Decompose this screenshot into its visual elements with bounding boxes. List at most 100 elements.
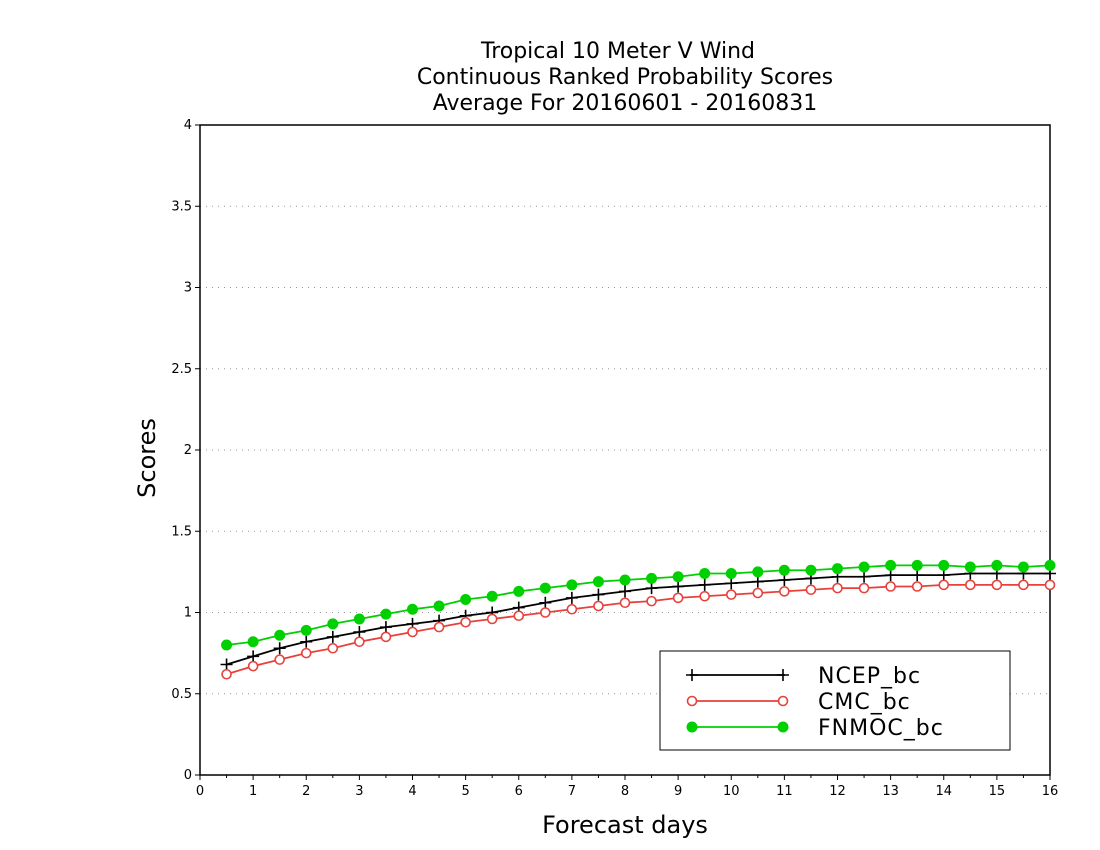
data-point xyxy=(247,660,259,672)
data-point xyxy=(698,578,711,591)
data-point xyxy=(247,636,259,648)
data-point xyxy=(884,569,897,582)
data-point xyxy=(832,563,843,575)
data-point xyxy=(540,607,551,618)
data-point xyxy=(645,582,658,595)
data-point xyxy=(379,621,392,634)
data-point xyxy=(354,636,365,648)
series-ncep-bc xyxy=(220,567,1056,671)
y-tick-label: 3.5 xyxy=(171,199,192,214)
y-tick-label: 2 xyxy=(184,443,192,458)
data-point xyxy=(593,600,604,612)
legend-entry-fnmoc-bc: FNMOC_bc xyxy=(686,716,943,741)
legend-marker xyxy=(686,695,698,707)
data-point xyxy=(460,616,471,628)
x-tick-label: 2 xyxy=(302,784,310,799)
y-tick-label: 3 xyxy=(184,281,192,296)
data-point xyxy=(274,654,285,665)
data-point xyxy=(646,595,657,607)
data-point xyxy=(407,603,418,615)
series-fnmoc-bc xyxy=(221,559,1056,651)
legend-entry-ncep-bc: NCEP_bc xyxy=(686,664,921,689)
legend-marker xyxy=(777,695,789,707)
x-tick-label: 9 xyxy=(674,784,682,799)
chart-title-line-1: Tropical 10 Meter V Wind xyxy=(480,39,755,64)
x-tick-label: 6 xyxy=(515,784,523,799)
data-point xyxy=(991,559,1003,571)
data-point xyxy=(751,575,764,588)
data-point xyxy=(725,589,737,600)
data-point xyxy=(513,585,525,597)
data-point xyxy=(619,597,631,609)
data-point xyxy=(911,569,924,582)
legend-marker xyxy=(777,721,789,733)
data-point xyxy=(752,587,764,599)
data-point xyxy=(1018,579,1029,591)
x-tick-label: 3 xyxy=(355,784,363,799)
x-tick-label: 4 xyxy=(408,784,416,799)
y-tick-label: 0.5 xyxy=(171,687,192,702)
data-point xyxy=(407,626,418,638)
data-point xyxy=(778,574,791,586)
series-cmc-bc xyxy=(221,579,1056,680)
data-point xyxy=(433,621,445,633)
data-point xyxy=(221,639,233,651)
y-tick-label: 2.5 xyxy=(171,362,192,377)
legend-marker xyxy=(686,721,698,733)
data-point xyxy=(300,635,313,648)
x-tick-label: 12 xyxy=(829,784,846,799)
data-point xyxy=(1017,561,1029,573)
gridlines xyxy=(200,205,1050,695)
legend-entry-cmc-bc: CMC_bc xyxy=(686,690,910,715)
x-tick-label: 1 xyxy=(249,784,257,799)
data-point xyxy=(566,603,578,615)
y-tick-label: 1 xyxy=(184,606,192,621)
data-point xyxy=(327,642,339,654)
data-point xyxy=(832,582,843,594)
data-point xyxy=(273,642,286,655)
chart-title: Tropical 10 Meter V Wind Continuous Rank… xyxy=(417,39,833,116)
y-tick-label: 4 xyxy=(184,118,192,133)
x-tick-label: 8 xyxy=(621,784,629,799)
legend-marker xyxy=(777,669,789,681)
legend-marker xyxy=(686,669,698,681)
data-point xyxy=(858,582,870,594)
data-point xyxy=(779,586,790,597)
data-point xyxy=(247,650,260,663)
data-point xyxy=(380,631,392,643)
data-point xyxy=(991,579,1003,591)
series-lines xyxy=(220,559,1056,680)
data-point xyxy=(858,570,871,583)
data-point xyxy=(327,618,339,630)
data-point xyxy=(938,559,950,571)
data-point xyxy=(433,600,445,612)
data-point xyxy=(486,590,498,602)
x-tick-label: 13 xyxy=(882,784,899,799)
data-point xyxy=(964,561,976,573)
data-point xyxy=(220,658,233,671)
x-tick-label: 11 xyxy=(776,784,793,799)
y-tick-label: 0 xyxy=(184,768,192,783)
y-axis-label: Scores xyxy=(133,418,161,498)
legend-label: NCEP_bc xyxy=(818,664,921,689)
data-point xyxy=(380,608,392,620)
data-point xyxy=(672,571,684,583)
x-tick-label: 10 xyxy=(723,784,740,799)
x-tick-label: 14 xyxy=(935,784,952,799)
x-tick-label: 5 xyxy=(461,784,469,799)
x-axis-label: Forecast days xyxy=(542,811,708,839)
data-point xyxy=(619,574,631,586)
data-point xyxy=(725,577,738,590)
data-point xyxy=(937,569,950,582)
data-point xyxy=(1044,579,1056,591)
data-point xyxy=(326,630,339,643)
x-tick-label: 7 xyxy=(568,784,576,799)
data-point xyxy=(699,568,711,579)
data-point xyxy=(460,594,472,605)
data-point xyxy=(778,564,790,576)
data-point xyxy=(752,566,764,578)
data-point xyxy=(805,564,817,576)
data-point xyxy=(725,568,737,579)
data-point xyxy=(672,592,684,604)
